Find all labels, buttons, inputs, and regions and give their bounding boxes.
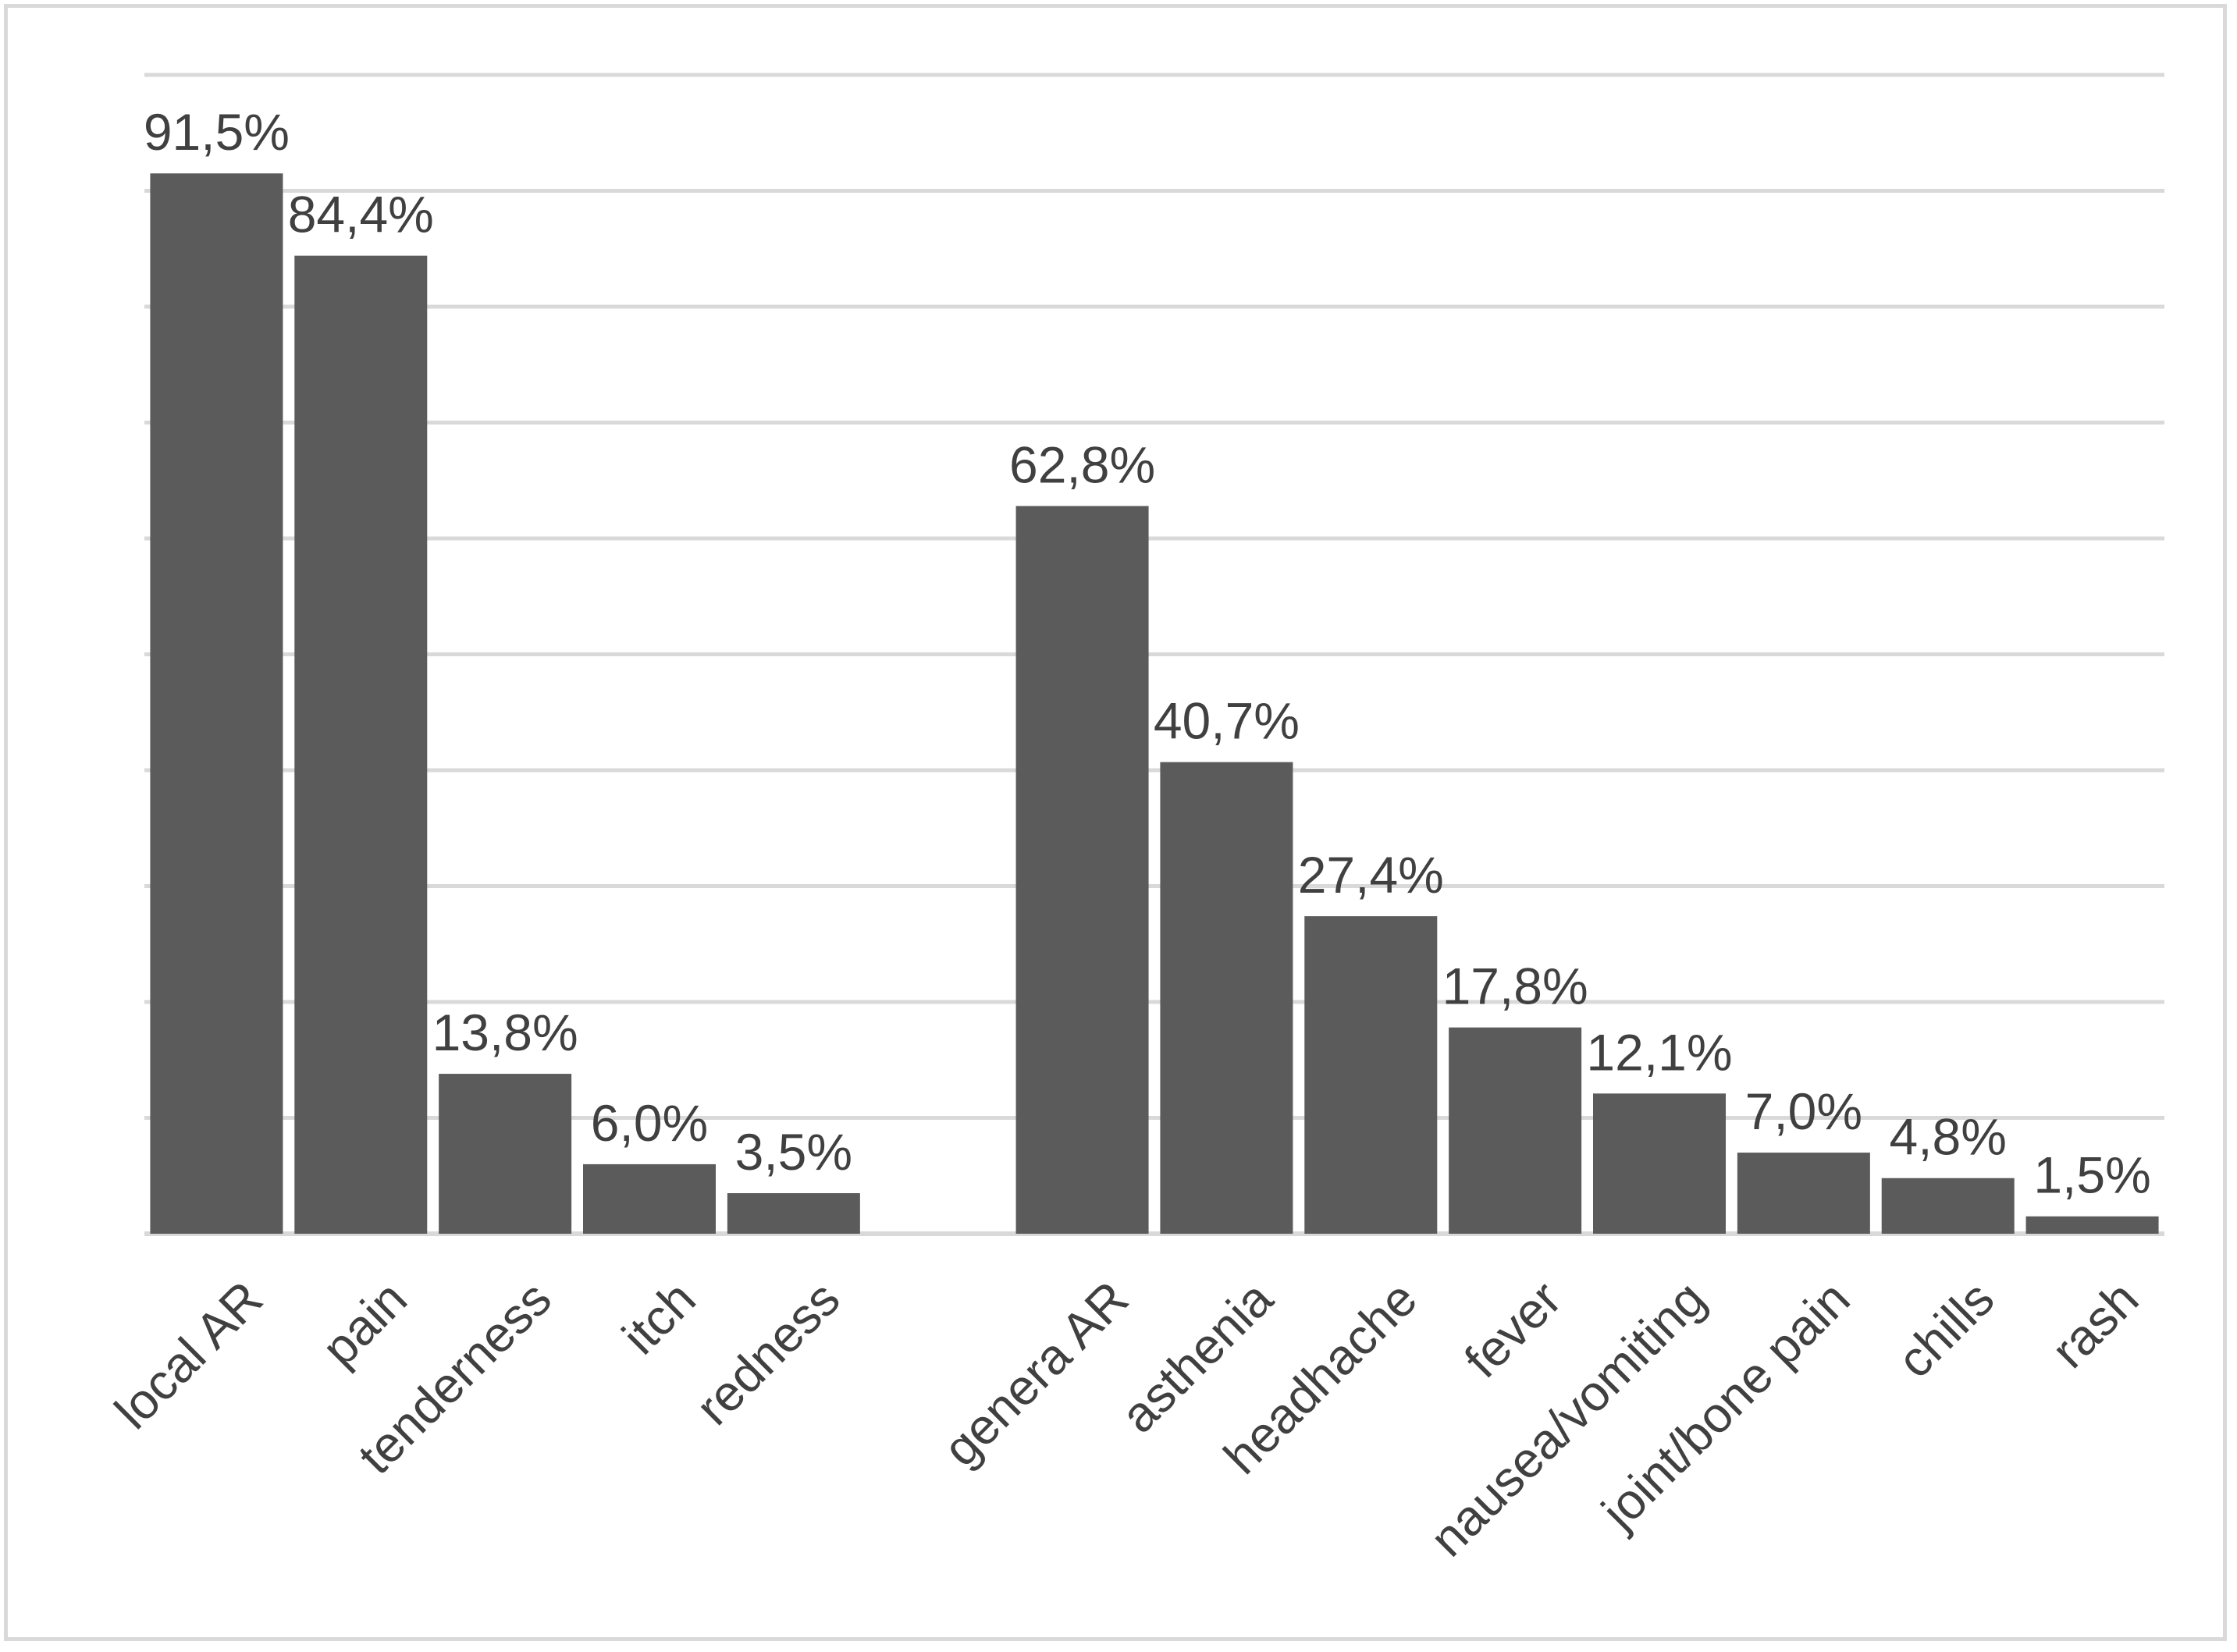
bar-itch — [583, 1164, 716, 1234]
data-label: 40,7% — [1154, 692, 1300, 750]
tick-label: genera AR — [933, 1270, 1140, 1477]
tick-label: pain — [311, 1270, 418, 1377]
bar-joint-bone-pain — [1737, 1153, 1870, 1234]
bar-pain — [294, 255, 428, 1234]
tick-label: fever — [1453, 1270, 1572, 1389]
data-label: 62,8% — [1009, 435, 1155, 493]
tick-label: joint/bone pain — [1590, 1270, 1861, 1541]
data-labels: 91,5% 84,4% 13,8%6,0% 3,5% 62,8% 40,7% 27,4% 17… — [144, 103, 2151, 1204]
data-label: 27,4% — [1298, 846, 1444, 904]
bar-local-ar — [150, 173, 283, 1235]
bar-genera-ar — [1015, 506, 1149, 1234]
bar-nausea-vomiting — [1593, 1093, 1726, 1234]
data-label: 13,8% — [432, 1004, 578, 1061]
tick-label: local AR — [104, 1270, 273, 1440]
data-label: 6,0% — [591, 1094, 708, 1152]
data-label: 3,5% — [735, 1123, 852, 1181]
tick-label: chills — [1887, 1270, 2004, 1388]
data-label: 4,8% — [1889, 1108, 2006, 1166]
bar-fever — [1449, 1027, 1582, 1234]
bar-redness — [727, 1193, 860, 1234]
data-label: 12,1% — [1586, 1023, 1732, 1081]
data-label: 91,5% — [144, 103, 290, 161]
bar-rash — [2025, 1216, 2159, 1234]
bar-chills — [1881, 1178, 2015, 1234]
data-label: 1,5% — [2033, 1146, 2150, 1204]
bar-tenderness — [439, 1074, 572, 1234]
data-label: 17,8% — [1442, 957, 1588, 1015]
bar-headhache — [1304, 916, 1438, 1234]
bar-asthenia — [1160, 762, 1293, 1234]
tick-label: rash — [2040, 1270, 2149, 1379]
tick-label: itch — [611, 1270, 706, 1365]
data-label: 84,4% — [288, 186, 434, 243]
data-label: 7,0% — [1745, 1082, 1862, 1140]
tick-label: redness — [685, 1270, 851, 1436]
bars — [150, 173, 2159, 1235]
